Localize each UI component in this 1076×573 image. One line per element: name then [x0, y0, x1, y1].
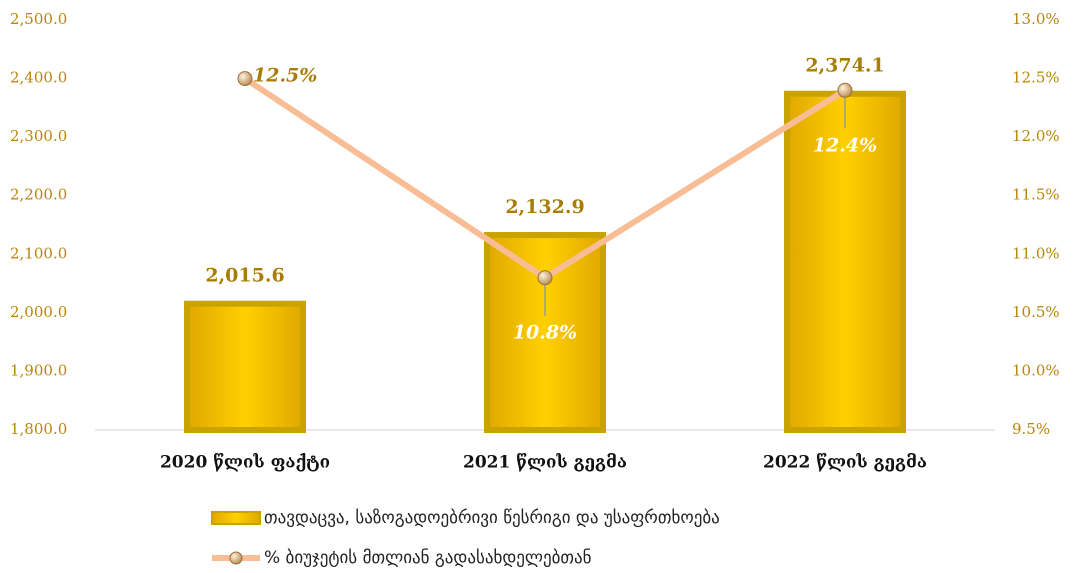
y2-tick-label: 12.5% [1012, 69, 1060, 87]
bar-value-label: 2,015.6 [205, 265, 284, 287]
y2-tick-label: 10.0% [1012, 361, 1060, 379]
y2-tick-label: 11.5% [1012, 186, 1060, 204]
y2-tick-label: 12.0% [1012, 127, 1060, 145]
y-tick-label: 2,100.0 [10, 244, 67, 262]
line-marker [237, 71, 253, 87]
line-marker [837, 82, 853, 98]
y-tick-label: 2,500.0 [10, 10, 67, 28]
y-tick-label: 1,800.0 [10, 420, 67, 438]
line-value-label: 12.5% [253, 65, 317, 87]
legend-label: თავდაცვა, საზოგადოებრივი წესრიგი და უსაფ… [264, 508, 720, 528]
legend-marker [229, 551, 243, 565]
y-tick-label: 1,900.0 [10, 361, 67, 379]
bar [484, 232, 606, 433]
x-tick-label: 2022 წლის გეგმა [763, 453, 927, 473]
x-tick-label: 2021 წლის გეგმა [463, 453, 627, 473]
x-tick-label: 2020 წლის ფაქტი [160, 453, 330, 473]
bar [784, 90, 906, 434]
line-value-label: 12.4% [813, 134, 877, 156]
legend-label: % ბიუჯეტის მთლიან გადასახდელებთან [264, 548, 592, 568]
bar-value-label: 2,132.9 [505, 196, 584, 218]
y2-tick-label: 11.0% [1012, 244, 1060, 262]
line-value-label: 10.8% [513, 322, 577, 344]
bar [184, 300, 306, 433]
y2-tick-label: 13.0% [1012, 10, 1060, 28]
y2-tick-label: 10.5% [1012, 303, 1060, 321]
y-tick-label: 2,200.0 [10, 186, 67, 204]
line-marker [537, 270, 553, 286]
y2-tick-label: 9.5% [1012, 420, 1050, 438]
bar-value-label: 2,374.1 [805, 55, 884, 77]
legend-swatch [211, 511, 261, 525]
y-tick-label: 2,300.0 [10, 127, 67, 145]
y-tick-label: 2,000.0 [10, 303, 67, 321]
y-tick-label: 2,400.0 [10, 69, 67, 87]
